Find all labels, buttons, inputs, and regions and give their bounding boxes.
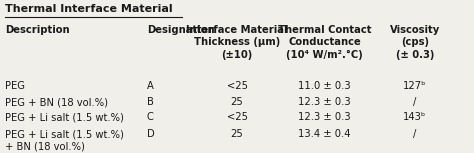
Text: D: D — [147, 129, 155, 139]
Text: Thermal Contact
Conductance
(10⁴ W/m².°C): Thermal Contact Conductance (10⁴ W/m².°C… — [278, 25, 372, 60]
Text: A: A — [147, 80, 154, 91]
Text: PEG + Li salt (1.5 wt.%): PEG + Li salt (1.5 wt.%) — [5, 112, 124, 122]
Text: PEG + BN (18 vol.%): PEG + BN (18 vol.%) — [5, 97, 108, 107]
Text: 13.4 ± 0.4: 13.4 ± 0.4 — [299, 129, 351, 139]
Text: PEG: PEG — [5, 80, 25, 91]
Text: B: B — [147, 97, 154, 107]
Text: 25: 25 — [231, 129, 243, 139]
Text: Designation: Designation — [147, 25, 215, 35]
Text: Viscosity
(cps)
(± 0.3): Viscosity (cps) (± 0.3) — [390, 25, 440, 60]
Text: /: / — [413, 129, 417, 139]
Text: <25: <25 — [227, 112, 247, 122]
Text: C: C — [147, 112, 154, 122]
Text: /: / — [413, 97, 417, 107]
Text: 12.3 ± 0.3: 12.3 ± 0.3 — [298, 112, 351, 122]
Text: Description: Description — [5, 25, 69, 35]
Text: 12.3 ± 0.3: 12.3 ± 0.3 — [298, 97, 351, 107]
Text: 11.0 ± 0.3: 11.0 ± 0.3 — [298, 80, 351, 91]
Text: Interface Material
Thickness (μm)
(±10): Interface Material Thickness (μm) (±10) — [186, 25, 288, 60]
Text: PEG + Li salt (1.5 wt.%)
+ BN (18 vol.%): PEG + Li salt (1.5 wt.%) + BN (18 vol.%) — [5, 129, 124, 151]
Text: 25: 25 — [231, 97, 243, 107]
Text: 127ᵇ: 127ᵇ — [403, 80, 427, 91]
Text: Thermal Interface Material: Thermal Interface Material — [5, 4, 173, 14]
Text: <25: <25 — [227, 80, 247, 91]
Text: 143ᵇ: 143ᵇ — [403, 112, 427, 122]
